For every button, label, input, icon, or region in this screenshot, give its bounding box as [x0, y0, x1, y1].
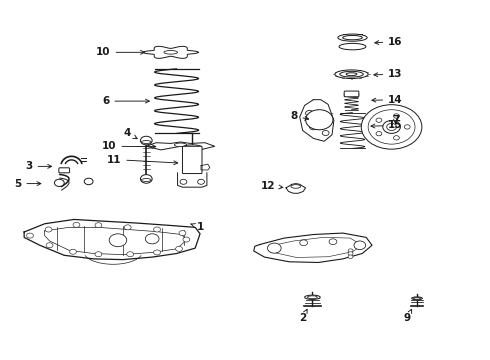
Ellipse shape: [305, 295, 320, 300]
Text: 8: 8: [290, 111, 309, 121]
FancyBboxPatch shape: [182, 146, 202, 174]
Text: 10: 10: [102, 141, 156, 151]
Circle shape: [361, 105, 422, 149]
Ellipse shape: [344, 93, 359, 97]
Text: 6: 6: [102, 96, 149, 106]
Circle shape: [306, 110, 333, 130]
Circle shape: [310, 124, 318, 130]
Circle shape: [175, 246, 182, 251]
Circle shape: [348, 249, 353, 252]
Circle shape: [26, 233, 33, 238]
Circle shape: [404, 125, 410, 129]
Ellipse shape: [335, 70, 368, 78]
Ellipse shape: [339, 43, 366, 50]
Circle shape: [141, 136, 152, 145]
Circle shape: [376, 131, 382, 136]
Polygon shape: [286, 184, 306, 193]
Ellipse shape: [414, 297, 420, 299]
Circle shape: [300, 240, 308, 246]
Text: 9: 9: [404, 309, 412, 323]
Text: 13: 13: [374, 69, 403, 79]
Circle shape: [54, 179, 64, 186]
Circle shape: [73, 222, 80, 227]
Text: 7: 7: [392, 116, 399, 126]
Ellipse shape: [142, 179, 151, 181]
Circle shape: [393, 136, 399, 140]
Polygon shape: [144, 46, 198, 58]
Text: 3: 3: [25, 161, 51, 171]
Circle shape: [141, 175, 152, 183]
Circle shape: [46, 243, 53, 248]
Circle shape: [348, 252, 353, 255]
Ellipse shape: [343, 36, 362, 40]
Circle shape: [146, 234, 159, 244]
Circle shape: [183, 237, 190, 242]
Circle shape: [387, 123, 396, 131]
Circle shape: [368, 110, 415, 144]
Circle shape: [383, 121, 400, 134]
Circle shape: [393, 114, 399, 118]
Text: 5: 5: [14, 179, 41, 189]
Text: 11: 11: [107, 154, 178, 165]
Circle shape: [348, 255, 353, 258]
Circle shape: [95, 223, 102, 228]
Polygon shape: [254, 233, 372, 262]
FancyBboxPatch shape: [344, 91, 359, 97]
Circle shape: [154, 227, 160, 232]
Circle shape: [109, 234, 127, 247]
Circle shape: [127, 252, 134, 257]
Ellipse shape: [338, 34, 367, 41]
Text: 2: 2: [299, 309, 307, 323]
Circle shape: [180, 179, 187, 184]
Text: 15: 15: [371, 121, 403, 130]
Polygon shape: [300, 100, 334, 141]
Circle shape: [179, 230, 186, 235]
Circle shape: [376, 118, 382, 122]
Circle shape: [95, 252, 102, 257]
Circle shape: [70, 249, 76, 254]
Circle shape: [124, 225, 131, 230]
Circle shape: [197, 179, 204, 184]
Circle shape: [322, 131, 329, 135]
Ellipse shape: [183, 145, 201, 149]
Circle shape: [45, 227, 52, 232]
Circle shape: [154, 250, 160, 255]
Ellipse shape: [164, 50, 177, 54]
Ellipse shape: [174, 143, 187, 147]
Circle shape: [354, 241, 366, 249]
Polygon shape: [24, 220, 200, 260]
Ellipse shape: [412, 297, 422, 300]
Text: 12: 12: [261, 181, 283, 191]
Text: 16: 16: [375, 37, 403, 46]
Text: 10: 10: [96, 47, 145, 57]
Circle shape: [84, 178, 93, 185]
Circle shape: [306, 111, 314, 116]
Ellipse shape: [346, 73, 357, 76]
Polygon shape: [147, 142, 215, 150]
Text: 4: 4: [123, 128, 137, 139]
Ellipse shape: [142, 140, 151, 143]
Ellipse shape: [308, 296, 318, 299]
Circle shape: [268, 243, 281, 253]
Text: 1: 1: [191, 222, 204, 232]
Ellipse shape: [340, 71, 363, 77]
FancyBboxPatch shape: [59, 168, 70, 173]
Polygon shape: [201, 164, 210, 170]
Text: 14: 14: [372, 95, 403, 105]
Circle shape: [329, 239, 337, 244]
